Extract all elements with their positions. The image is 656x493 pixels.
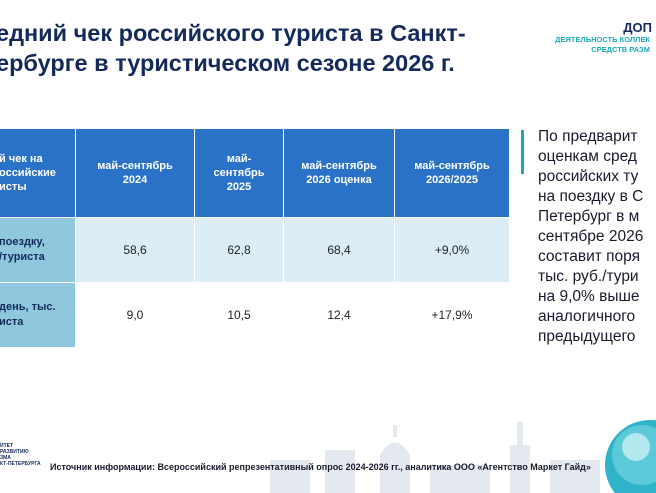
table-cell: +9,0%	[394, 217, 510, 283]
side-text-line: оценкам сред	[538, 148, 637, 165]
side-text-line: Петербург в м	[538, 208, 640, 225]
logo-text-line: ЗМА	[0, 455, 11, 461]
logo-text-line: ИТЕТ	[0, 443, 14, 449]
side-text-line: сентябре 2026	[538, 228, 644, 245]
side-text-line: По предварит	[538, 128, 638, 145]
header-right: ДОП ДЕЯТЕЛЬНОСТЬ КОЛЛЕК СРЕДСТВ РАЗМ	[536, 20, 656, 55]
table-cell: 12,4	[283, 282, 395, 348]
average-check-table: й чек на оссийские исты май-сентябрь 2024 м…	[0, 128, 510, 348]
source-note: Источник информации: Всероссийский репре…	[50, 462, 591, 472]
table-header-cell: май-сентябрь 2024	[75, 128, 195, 218]
organization-logo: ИТЕТ РАЗВИТИЮ ЗМА КТ-ПЕТЕРБУРГА	[0, 443, 41, 467]
table-row: поездку,/туриста 58,6 62,8 68,4 +9,0%	[0, 217, 510, 283]
side-text-line: тыс. руб./тури	[538, 268, 639, 285]
table-row: день, тыс. иста 9,0 10,5 12,4 +17,9%	[0, 282, 510, 348]
side-text: По предварит оценкам сред российских ту на …	[538, 127, 656, 347]
decorative-globe	[605, 420, 656, 493]
side-text-line: на поездку в С	[538, 188, 644, 205]
side-text-line: на 9,0% выше	[538, 288, 640, 305]
logo-text-line: КТ-ПЕТЕРБУРГА	[0, 461, 41, 467]
table-cell: 10,5	[194, 282, 284, 348]
title-line-1: едний чек российского туриста в Санкт-	[0, 20, 466, 46]
accent-bar	[521, 130, 524, 174]
side-text-line: аналогичного	[538, 308, 636, 325]
table-header-cell: май-сентябрь 2026 оценка	[283, 128, 395, 218]
page-title: едний чек российского туриста в Санкт- е…	[0, 18, 556, 78]
side-text-line: составит поря	[538, 248, 640, 265]
side-text-line: предыдущего	[538, 328, 636, 345]
header-right-title: ДОП	[623, 20, 652, 35]
table-header-row: й чек на оссийские исты май-сентябрь 2024 м…	[0, 128, 510, 218]
table-cell: 68,4	[283, 217, 395, 283]
table-row-label: день, тыс. иста	[0, 282, 76, 348]
table-cell: 58,6	[75, 217, 195, 283]
table-cell: 62,8	[194, 217, 284, 283]
city-skyline-illustration	[270, 422, 600, 493]
table-header-cell: й чек на оссийские исты	[0, 128, 76, 218]
logo-text-line: РАЗВИТИЮ	[0, 449, 29, 455]
table-row-label: поездку,/туриста	[0, 217, 76, 283]
title-line-2: ербурге в туристическом сезоне 2026 г.	[0, 50, 455, 76]
side-text-line: российских ту	[538, 168, 639, 185]
table-cell: +17,9%	[394, 282, 510, 348]
header-right-subtitle-2: СРЕДСТВ РАЗМ	[591, 45, 650, 54]
table-header-cell: май-сентябрь 2026/2025	[394, 128, 510, 218]
header-right-subtitle-1: ДЕЯТЕЛЬНОСТЬ КОЛЛЕК	[555, 35, 650, 44]
table-cell: 9,0	[75, 282, 195, 348]
table-header-cell: май-сентябрь 2025	[194, 128, 284, 218]
